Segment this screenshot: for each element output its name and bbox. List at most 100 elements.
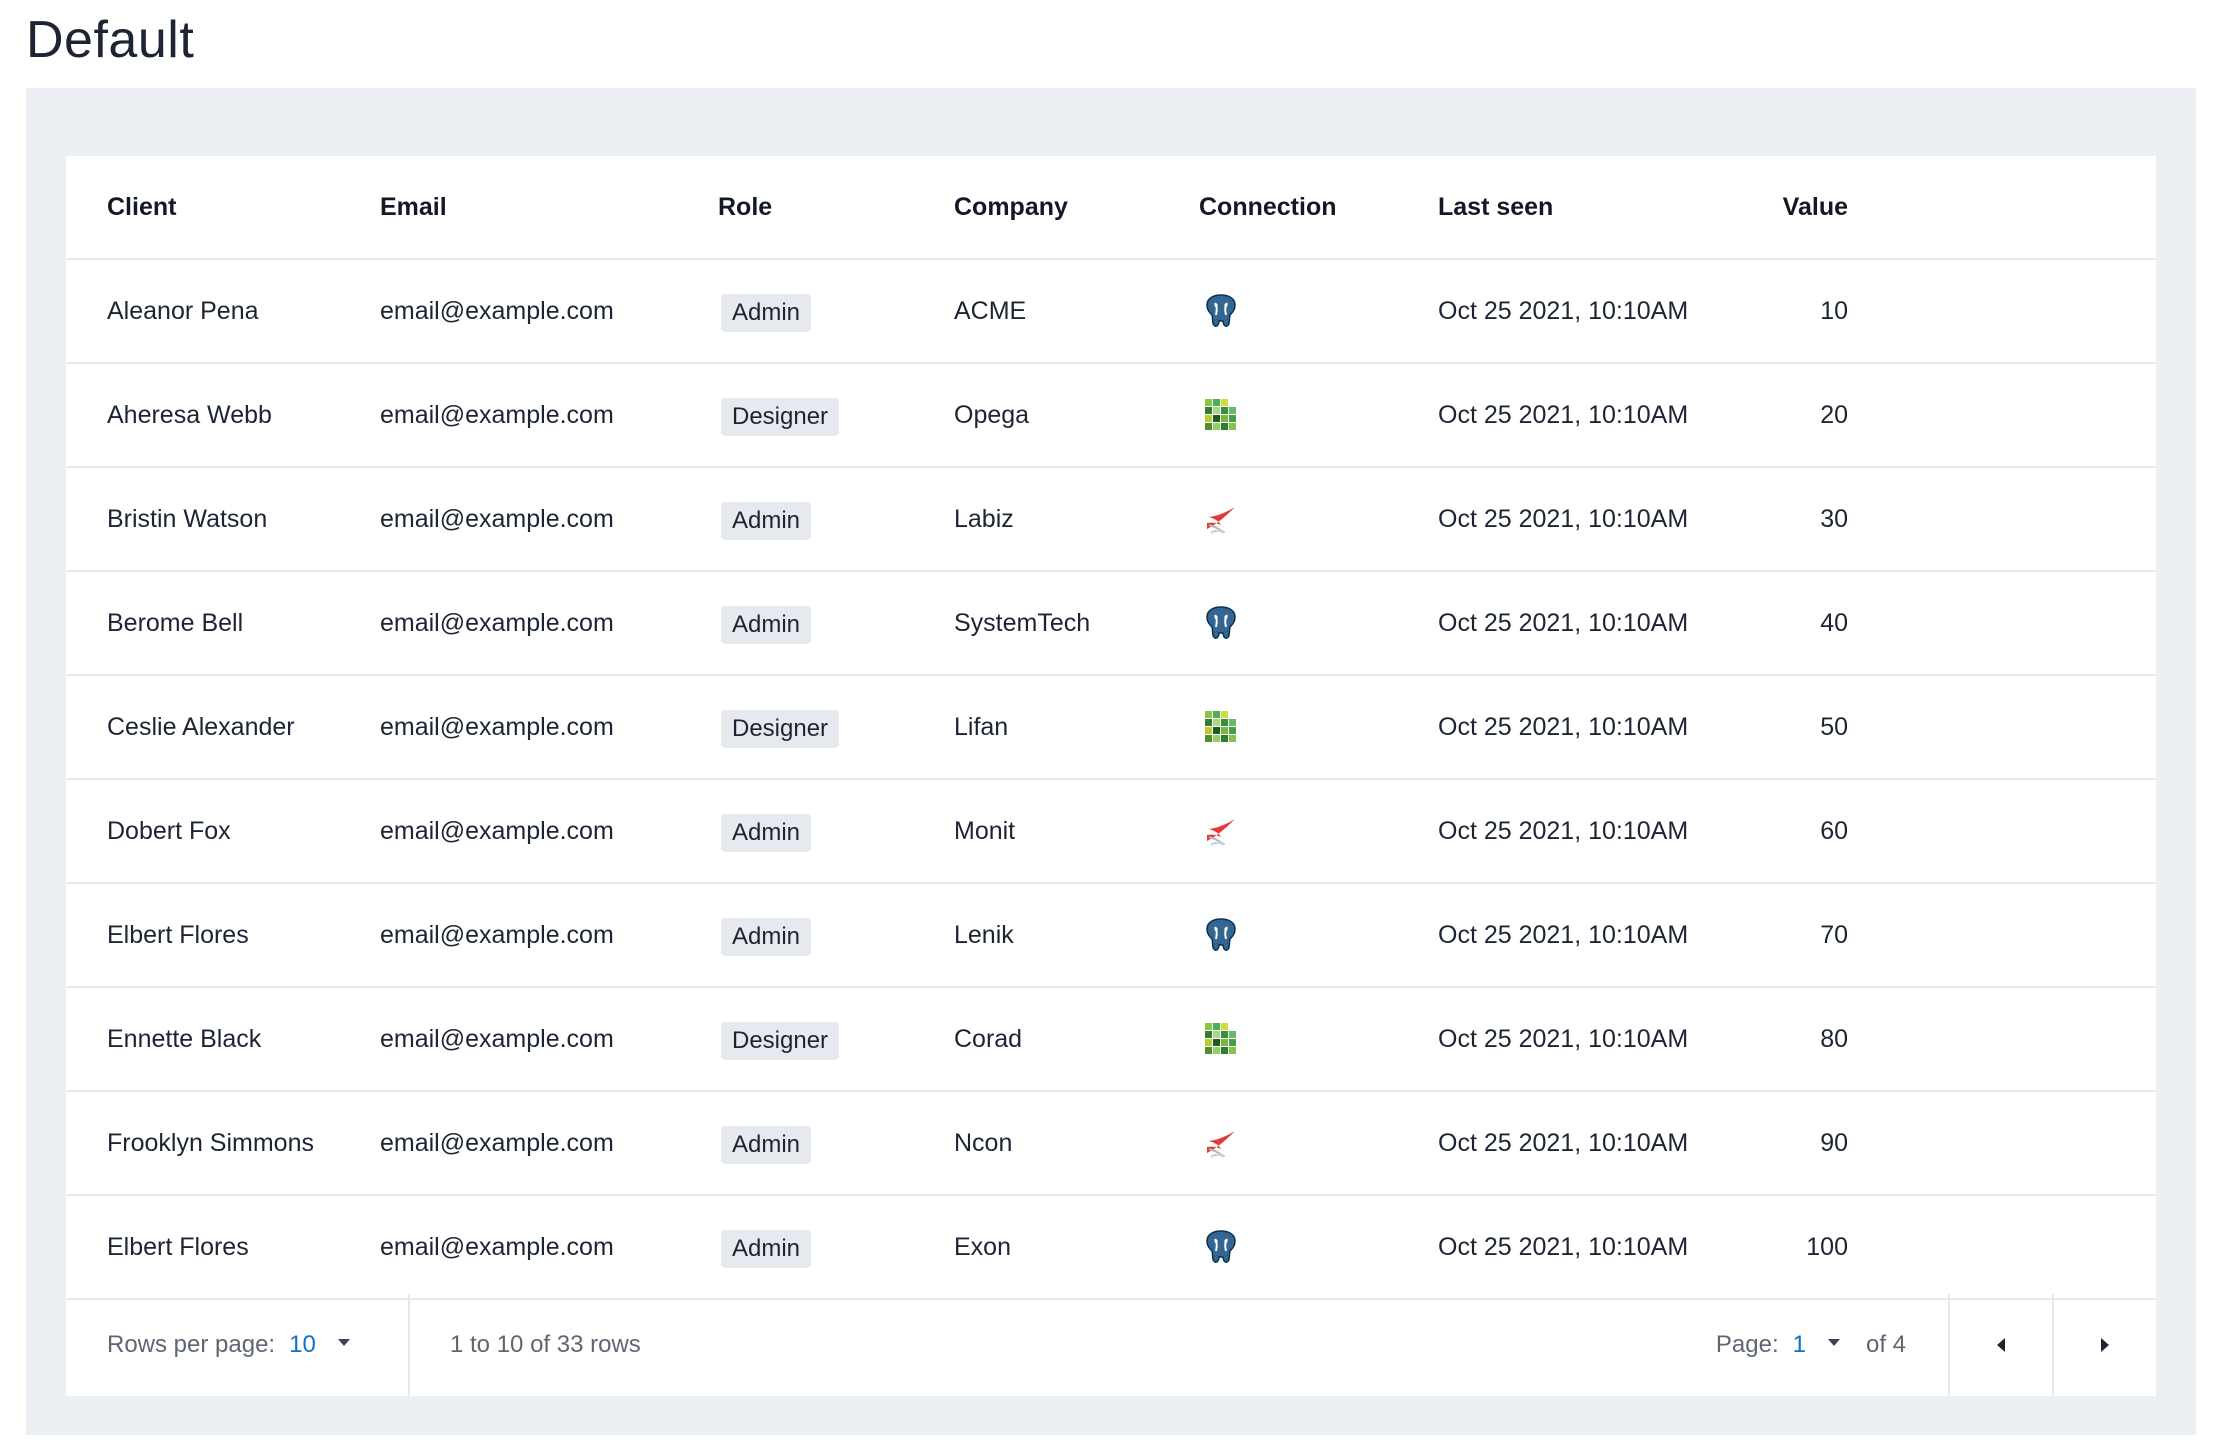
cell-role: Admin (718, 571, 954, 676)
cell-company: Ncon (954, 1091, 1199, 1196)
cell-spacer (1848, 675, 2156, 780)
cell-client: Elbert Flores (66, 1195, 380, 1300)
table-row[interactable]: Elbert Flores email@example.com Admin Lenik… (66, 883, 2156, 988)
table-row[interactable]: Elbert Flores email@example.com Admin Exon O… (66, 1195, 2156, 1300)
cell-connection (1199, 883, 1438, 988)
column-header-email[interactable]: Email (380, 156, 718, 260)
cell-client: Frooklyn Simmons (66, 1091, 380, 1196)
cell-company: Lenik (954, 883, 1199, 988)
role-badge: Admin (721, 1230, 812, 1268)
cell-value: 70 (1764, 883, 1848, 988)
cell-email: email@example.com (380, 259, 718, 364)
page-title: Default (26, 11, 195, 69)
table-row[interactable]: Frooklyn Simmons email@example.com Admin Nc… (66, 1091, 2156, 1196)
chevron-right-icon (2101, 1338, 2109, 1352)
role-badge: Designer (721, 710, 840, 748)
column-header-value[interactable]: Value (1764, 156, 1848, 260)
table-row[interactable]: Aheresa Webb email@example.com Designer Ope… (66, 363, 2156, 468)
cell-connection (1199, 1195, 1438, 1300)
cell-company: Labiz (954, 467, 1199, 572)
cell-spacer (1848, 363, 2156, 468)
cell-role: Admin (718, 259, 954, 364)
cell-company: Exon (954, 1195, 1199, 1300)
cell-spacer (1848, 467, 2156, 572)
cell-last-seen: Oct 25 2021, 10:10AM (1438, 571, 1764, 676)
postgresql-icon (1201, 1227, 1241, 1267)
cell-connection (1199, 259, 1438, 364)
rows-per-page-value[interactable]: 10 (289, 1331, 316, 1358)
table-row[interactable]: Bristin Watson email@example.com Admin Labi… (66, 467, 2156, 572)
table-row[interactable]: Aleanor Pena email@example.com Admin ACME Oc… (66, 259, 2156, 364)
role-badge: Admin (721, 294, 812, 332)
cell-client: Aheresa Webb (66, 363, 380, 468)
cell-value: 100 (1764, 1195, 1848, 1300)
table-header-row: Client Email Role Company Connection Las… (66, 156, 2156, 260)
cell-last-seen: Oct 25 2021, 10:10AM (1438, 675, 1764, 780)
green-grid-icon (1201, 707, 1241, 747)
cell-role: Designer (718, 987, 954, 1092)
table-row[interactable]: Berome Bell email@example.com Admin SystemT… (66, 571, 2156, 676)
column-header-connection[interactable]: Connection (1199, 156, 1438, 260)
postgresql-icon (1201, 915, 1241, 955)
role-badge: Admin (721, 606, 812, 644)
caret-down-icon[interactable] (1827, 1338, 1840, 1346)
rows-per-page-label: Rows per page: (107, 1331, 276, 1358)
cell-company: ACME (954, 259, 1199, 364)
next-page-button[interactable] (2052, 1294, 2156, 1396)
chevron-left-icon (1997, 1338, 2005, 1352)
cell-connection (1199, 779, 1438, 884)
cell-spacer (1848, 883, 2156, 988)
cell-email: email@example.com (380, 467, 718, 572)
previous-page-button[interactable] (1948, 1294, 2052, 1396)
cell-value: 20 (1764, 363, 1848, 468)
cell-last-seen: Oct 25 2021, 10:10AM (1438, 1091, 1764, 1196)
page-value[interactable]: 1 (1792, 1331, 1806, 1358)
table-row[interactable]: Ennette Black email@example.com Designer Co… (66, 987, 2156, 1092)
cell-spacer (1848, 1091, 2156, 1196)
page-selector[interactable]: Page: 1 of 4 (1716, 1294, 1948, 1396)
table-row[interactable]: Ceslie Alexander email@example.com Designe… (66, 675, 2156, 780)
role-badge: Designer (721, 1022, 840, 1060)
role-badge: Admin (721, 918, 812, 956)
cell-client: Aleanor Pena (66, 259, 380, 364)
cell-last-seen: Oct 25 2021, 10:10AM (1438, 1195, 1764, 1300)
cell-email: email@example.com (380, 571, 718, 676)
column-header-company[interactable]: Company (954, 156, 1199, 260)
cell-role: Admin (718, 1091, 954, 1196)
cell-email: email@example.com (380, 1195, 718, 1300)
cell-value: 60 (1764, 779, 1848, 884)
page-total: of 4 (1865, 1331, 1906, 1358)
page-label: Page: (1715, 1331, 1779, 1358)
sql-server-icon (1201, 499, 1241, 539)
column-header-last-seen[interactable]: Last seen (1438, 156, 1764, 260)
cell-email: email@example.com (380, 675, 718, 780)
role-badge: Admin (721, 502, 812, 540)
cell-last-seen: Oct 25 2021, 10:10AM (1438, 987, 1764, 1092)
cell-spacer (1848, 259, 2156, 364)
cell-value: 40 (1764, 571, 1848, 676)
cell-client: Berome Bell (66, 571, 380, 676)
green-grid-icon (1201, 395, 1241, 435)
row-range: 1 to 10 of 33 rows (410, 1294, 1716, 1396)
cell-connection (1199, 571, 1438, 676)
data-table-card: Client Email Role Company Connection Las… (66, 156, 2156, 1396)
cell-last-seen: Oct 25 2021, 10:10AM (1438, 363, 1764, 468)
cell-value: 30 (1764, 467, 1848, 572)
caret-down-icon[interactable] (337, 1338, 350, 1346)
cell-company: Lifan (954, 675, 1199, 780)
postgresql-icon (1201, 603, 1241, 643)
row-range-text: 1 to 10 of 33 rows (450, 1331, 641, 1358)
cell-role: Admin (718, 467, 954, 572)
cell-role: Designer (718, 675, 954, 780)
cell-email: email@example.com (380, 779, 718, 884)
table-row[interactable]: Dobert Fox email@example.com Admin Monit Oct… (66, 779, 2156, 884)
cell-role: Admin (718, 883, 954, 988)
column-header-role[interactable]: Role (718, 156, 954, 260)
cell-email: email@example.com (380, 883, 718, 988)
column-header-client[interactable]: Client (66, 156, 380, 260)
cell-email: email@example.com (380, 363, 718, 468)
cell-client: Ceslie Alexander (66, 675, 380, 780)
cell-spacer (1848, 1195, 2156, 1300)
cell-value: 10 (1764, 259, 1848, 364)
rows-per-page[interactable]: Rows per page: 10 (66, 1294, 410, 1396)
